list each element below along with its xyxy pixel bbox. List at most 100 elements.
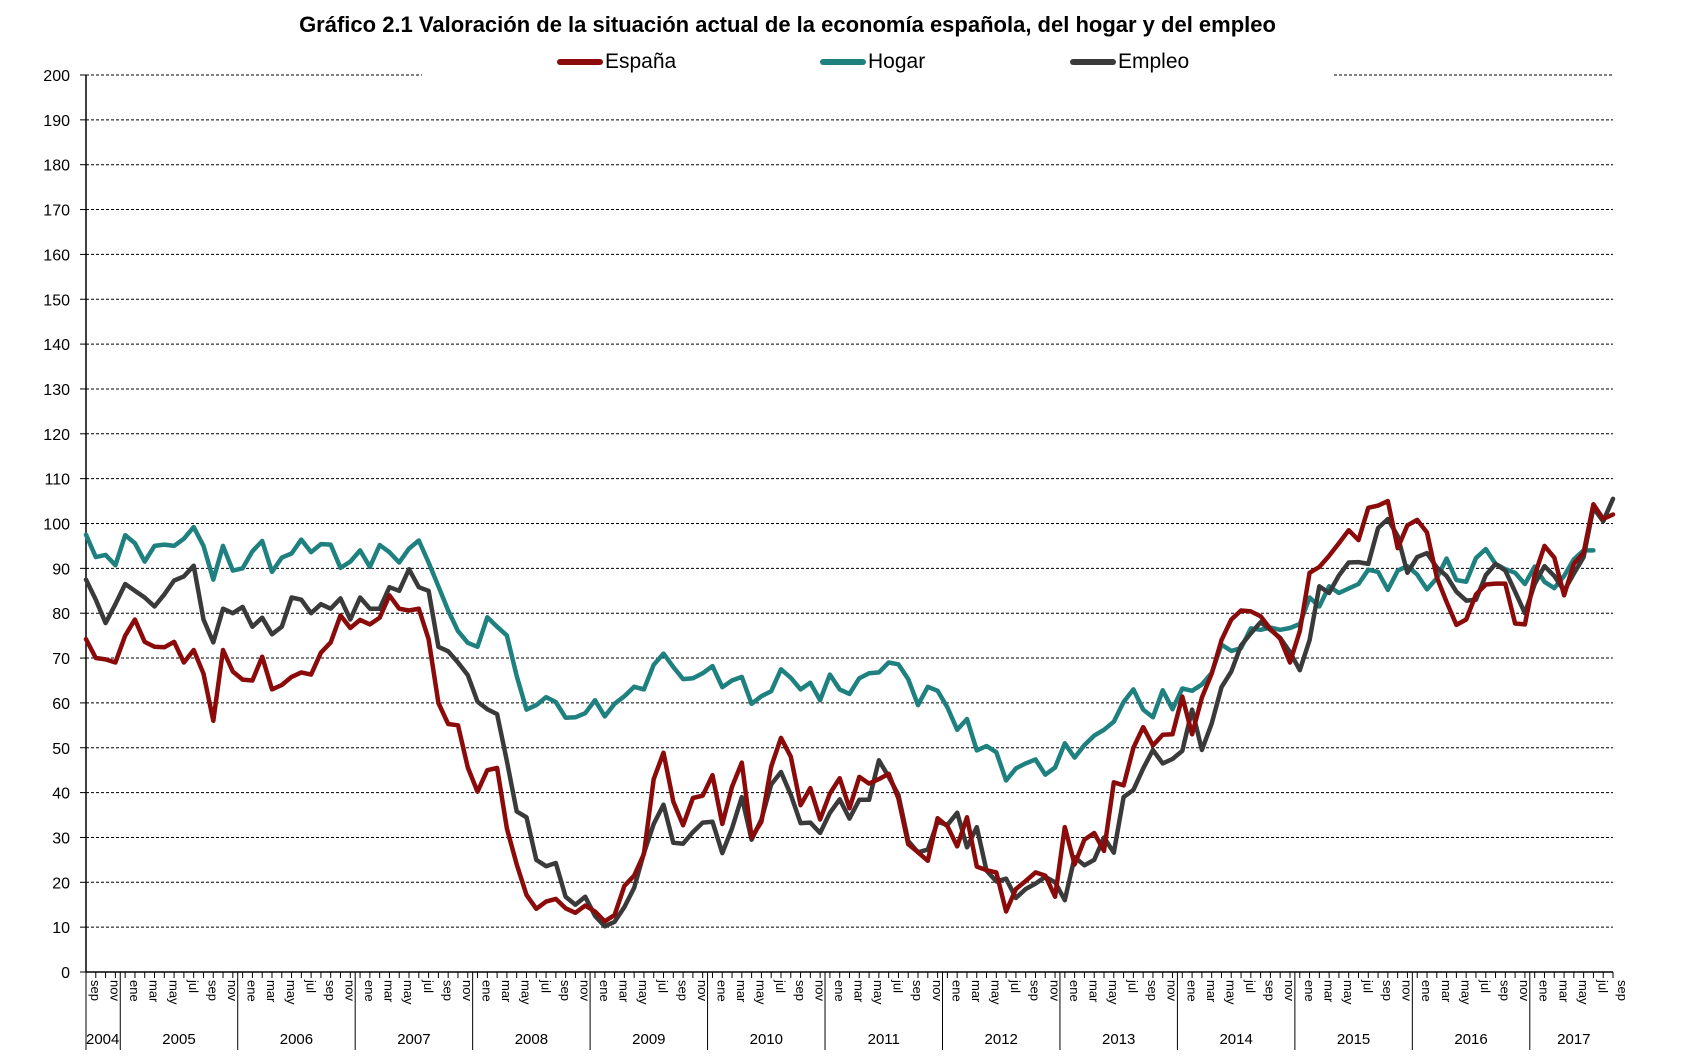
y-tick-label-50: 50 xyxy=(52,741,70,758)
legend-item-hogar: Hogar xyxy=(820,50,925,74)
legend: España Hogar Empleo xyxy=(0,50,1708,82)
x-tick-label-month: may xyxy=(636,980,651,1005)
legend-label-empleo: Empleo xyxy=(1118,50,1190,73)
x-tick-label-month: sep xyxy=(793,980,808,1001)
x-tick-label-month: ene xyxy=(1537,980,1552,1002)
x-tick-label-month: ene xyxy=(1302,980,1317,1002)
x-tick-label-month: ene xyxy=(1419,980,1434,1002)
x-tick-label-month: mar xyxy=(499,980,514,1003)
x-tick-label-month: jul xyxy=(656,979,671,993)
legend-swatch-hogar xyxy=(820,59,866,65)
x-tick-label-month: ene xyxy=(949,980,964,1002)
x-tick-label-year-2016: 2016 xyxy=(1454,1031,1487,1048)
x-tick-label-month: sep xyxy=(1145,980,1160,1001)
x-tick-label-year-2014: 2014 xyxy=(1219,1031,1252,1048)
x-tick-label-month: sep xyxy=(440,980,455,1001)
x-tick-label-month: mar xyxy=(1086,980,1101,1003)
y-tick-label-100: 100 xyxy=(43,517,70,534)
x-tick-label-month: jul xyxy=(303,979,318,993)
x-tick-label-month: may xyxy=(401,980,416,1005)
x-tick-label-month: jul xyxy=(421,979,436,993)
legend-label-espana: España xyxy=(605,50,677,73)
x-tick-label-month: nov xyxy=(343,980,358,1001)
x-tick-label-year-2005: 2005 xyxy=(162,1031,195,1048)
x-tick-label-month: jul xyxy=(1243,979,1258,993)
gridlines xyxy=(86,74,1613,928)
y-tick-label-20: 20 xyxy=(52,875,70,892)
x-tick-label-month: nov xyxy=(108,980,123,1001)
x-tick-label-month: may xyxy=(166,980,181,1005)
y-tick-label-40: 40 xyxy=(52,786,70,803)
x-tick-label-month: sep xyxy=(1028,980,1043,1001)
x-tick-label-month: may xyxy=(1341,980,1356,1005)
x-tick-label-month: may xyxy=(989,980,1004,1005)
y-tick-label-0: 0 xyxy=(61,965,70,982)
y-tick-label-160: 160 xyxy=(43,247,70,264)
x-tick-label-month: may xyxy=(1576,980,1591,1005)
y-tick-label-30: 30 xyxy=(52,830,70,847)
legend-swatch-espana xyxy=(557,59,603,65)
x-tick-label-year-2008: 2008 xyxy=(515,1031,548,1048)
y-tick-label-190: 190 xyxy=(43,113,70,130)
x-tick-label-month: jul xyxy=(891,979,906,993)
x-tick-label-month: nov xyxy=(1047,980,1062,1001)
y-tick-label-170: 170 xyxy=(43,203,70,220)
x-tick-label-month: nov xyxy=(577,980,592,1001)
series-line-espana xyxy=(83,498,1616,924)
x-tick-label-month: jul xyxy=(1008,979,1023,993)
x-tick-label-month: nov xyxy=(460,980,475,1001)
x-tick-label-month: mar xyxy=(1439,980,1454,1003)
x-tick-label-month: jul xyxy=(773,979,788,993)
x-tick-label-month: mar xyxy=(147,980,162,1003)
x-tick-label-month: mar xyxy=(969,980,984,1003)
y-tick-label-90: 90 xyxy=(52,561,70,578)
x-tick-label-year-2006: 2006 xyxy=(280,1031,313,1048)
x-tick-label-year-2013: 2013 xyxy=(1102,1031,1135,1048)
x-tick-label-month: may xyxy=(1223,980,1238,1005)
x-tick-label-month: mar xyxy=(1321,980,1336,1003)
x-tick-label-month: jul xyxy=(1478,979,1493,993)
series-line-hogar xyxy=(83,524,1596,783)
series-lines xyxy=(83,496,1616,929)
y-tick-label-70: 70 xyxy=(52,651,70,668)
x-tick-label-month: ene xyxy=(245,980,260,1002)
x-tick-label-month: jul xyxy=(186,979,201,993)
x-tick-label-year-2017: 2017 xyxy=(1557,1031,1590,1048)
x-tick-label-month: sep xyxy=(1263,980,1278,1001)
x-tick-label-year-2012: 2012 xyxy=(985,1031,1018,1048)
x-tick-label-month: may xyxy=(1106,980,1121,1005)
x-tick-label-month: sep xyxy=(558,980,573,1001)
legend-item-empleo: Empleo xyxy=(1070,50,1189,74)
x-tick-label-month: mar xyxy=(1204,980,1219,1003)
y-tick-label-110: 110 xyxy=(44,472,70,489)
x-tick-label-month: nov xyxy=(225,980,240,1001)
y-tick-label-120: 120 xyxy=(43,427,70,444)
axes: 0 10 20 30 40 50 60 70 80 90 100 110 120 130 140 150 160… xyxy=(43,68,1630,1050)
y-tick-label-200: 200 xyxy=(43,68,70,85)
x-tick-label-month: may xyxy=(519,980,534,1005)
x-tick-label-month: sep xyxy=(1498,980,1513,1001)
x-tick-label-month: sep xyxy=(88,980,103,1001)
x-tick-label-month: ene xyxy=(1184,980,1199,1002)
x-tick-label-month: nov xyxy=(1517,980,1532,1001)
x-tick-label-month: may xyxy=(284,980,299,1005)
y-tick-label-60: 60 xyxy=(52,696,70,713)
x-tick-label-month: ene xyxy=(597,980,612,1002)
x-tick-label-year-2004: 2004 xyxy=(86,1031,119,1048)
y-tick-label-180: 180 xyxy=(43,158,70,175)
y-tick-label-140: 140 xyxy=(43,337,70,354)
x-tick-label-month: nov xyxy=(930,980,945,1001)
x-tick-label-month: mar xyxy=(382,980,397,1003)
series-line-empleo xyxy=(83,496,1616,929)
x-tick-label-month: ene xyxy=(480,980,495,1002)
x-tick-label-month: ene xyxy=(832,980,847,1002)
y-tick-label-130: 130 xyxy=(43,382,70,399)
x-tick-label-month: nov xyxy=(812,980,827,1001)
x-tick-label-month: jul xyxy=(1361,979,1376,993)
x-tick-label-month: may xyxy=(754,980,769,1005)
x-tick-label-month: sep xyxy=(205,980,220,1001)
x-tick-label-month: ene xyxy=(1067,980,1082,1002)
x-tick-label-year-2011: 2011 xyxy=(868,1031,900,1048)
y-tick-label-150: 150 xyxy=(43,292,70,309)
x-tick-label-month: ene xyxy=(362,980,377,1002)
